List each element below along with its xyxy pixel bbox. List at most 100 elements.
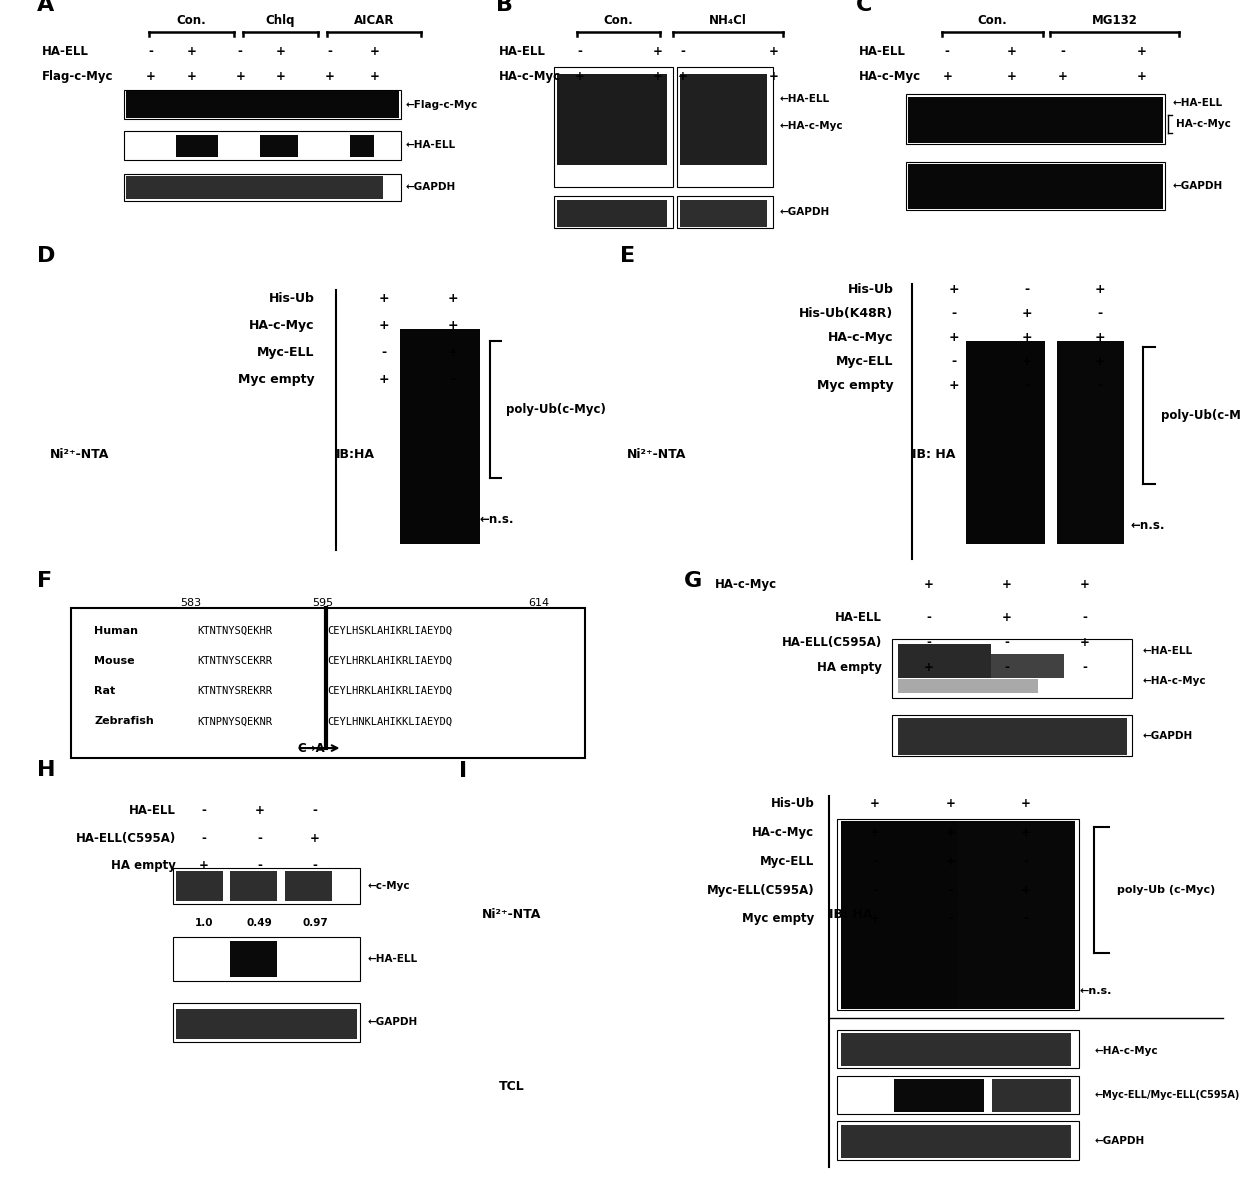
Text: Mouse: Mouse — [94, 656, 135, 666]
Bar — [176, 135, 218, 157]
Text: +: + — [949, 331, 960, 344]
Bar — [893, 715, 1132, 756]
Text: ←HA-c-Myc: ←HA-c-Myc — [1094, 1046, 1158, 1055]
Text: ←GAPDH: ←GAPDH — [1094, 1135, 1145, 1146]
Bar — [221, 177, 260, 200]
Bar — [893, 639, 1132, 698]
Bar — [908, 97, 1163, 143]
Bar — [149, 177, 193, 200]
Text: HA-ELL: HA-ELL — [859, 44, 906, 57]
Text: +: + — [1022, 883, 1030, 896]
Text: ←HA-ELL: ←HA-ELL — [405, 140, 455, 151]
Text: +: + — [448, 319, 459, 332]
Text: -: - — [1024, 854, 1028, 868]
Text: -: - — [1004, 636, 1009, 649]
Text: Ni²⁺-NTA: Ni²⁺-NTA — [50, 448, 109, 460]
Text: +: + — [275, 69, 285, 82]
Text: -: - — [149, 44, 154, 57]
Bar — [126, 91, 399, 118]
Bar — [327, 177, 350, 200]
Text: Myc-ELL: Myc-ELL — [760, 854, 815, 868]
Text: +: + — [186, 69, 196, 82]
Text: +: + — [946, 826, 955, 839]
Bar — [260, 177, 283, 200]
Text: +: + — [946, 854, 955, 868]
Bar — [966, 341, 1045, 544]
Bar — [906, 94, 1164, 145]
Text: -: - — [926, 636, 931, 649]
Text: ←GAPDH: ←GAPDH — [780, 208, 830, 217]
Text: +: + — [946, 797, 955, 810]
Text: HA-c-Myc: HA-c-Myc — [753, 826, 815, 839]
Text: -: - — [681, 44, 686, 57]
Text: -: - — [1024, 912, 1028, 925]
Text: -: - — [873, 854, 877, 868]
Text: poly-Ub(c-Myc): poly-Ub(c-Myc) — [1161, 409, 1240, 422]
Text: IB: HA: IB: HA — [830, 908, 873, 921]
Bar — [992, 1079, 1071, 1111]
Text: IB:HA: IB:HA — [336, 448, 374, 460]
Text: +: + — [924, 661, 934, 674]
Text: ←HA-ELL: ←HA-ELL — [1142, 646, 1193, 656]
Text: HA-c-Myc: HA-c-Myc — [715, 578, 777, 590]
Text: +: + — [448, 293, 459, 305]
Bar — [172, 1003, 360, 1042]
Text: B: B — [496, 0, 513, 14]
Text: 614: 614 — [528, 598, 549, 607]
Bar — [350, 135, 374, 157]
Text: 595: 595 — [311, 598, 334, 607]
Text: ←GAPDH: ←GAPDH — [1142, 731, 1193, 741]
Bar — [124, 90, 401, 120]
Text: +: + — [949, 283, 960, 296]
Text: -: - — [201, 804, 206, 817]
Text: TCL: TCL — [498, 1080, 525, 1093]
Text: +: + — [870, 912, 879, 925]
Text: HA empty: HA empty — [817, 661, 882, 674]
Text: HA-ELL(C595A): HA-ELL(C595A) — [781, 636, 882, 649]
Bar — [677, 67, 774, 188]
Bar — [350, 177, 367, 200]
Text: His-Ub(K48R): His-Ub(K48R) — [799, 307, 893, 320]
Text: C→A: C→A — [298, 742, 325, 754]
Text: +: + — [652, 44, 662, 57]
Text: poly-Ub (c-Myc): poly-Ub (c-Myc) — [1117, 885, 1215, 895]
Text: NH₄Cl: NH₄Cl — [709, 14, 746, 27]
Bar — [124, 130, 401, 160]
Bar — [837, 1030, 1079, 1068]
Bar — [399, 329, 480, 544]
Text: ←GAPDH: ←GAPDH — [405, 183, 456, 192]
Text: ←HA-ELL: ←HA-ELL — [1172, 98, 1223, 109]
Text: poly-Ub(c-Myc): poly-Ub(c-Myc) — [506, 403, 606, 416]
Text: -: - — [450, 373, 455, 386]
Text: +: + — [924, 578, 934, 590]
Text: -: - — [873, 883, 877, 896]
Text: HA empty: HA empty — [112, 859, 176, 872]
Text: +: + — [370, 69, 379, 82]
Text: ←GAPDH: ←GAPDH — [367, 1017, 418, 1028]
Text: Con.: Con. — [176, 14, 206, 27]
Bar — [554, 67, 673, 188]
Text: CEYLHSKLAHIKRLIAEYDQ: CEYLHSKLAHIKRLIAEYDQ — [327, 626, 451, 636]
Text: +: + — [1095, 283, 1105, 296]
Text: CEYLHRKLAHIKRLIAEYDQ: CEYLHRKLAHIKRLIAEYDQ — [327, 686, 451, 697]
Text: Chlq: Chlq — [265, 14, 295, 27]
Text: -: - — [1083, 661, 1087, 674]
Text: 1.0: 1.0 — [195, 918, 213, 927]
Text: -: - — [949, 883, 952, 896]
Text: +: + — [1080, 636, 1090, 649]
Text: +: + — [1022, 307, 1033, 320]
Text: H: H — [37, 760, 56, 780]
Bar — [176, 871, 223, 901]
Text: -: - — [257, 859, 262, 872]
Bar — [1058, 341, 1125, 544]
Text: KTNPNYSQEKNR: KTNPNYSQEKNR — [197, 716, 272, 727]
Text: Zebrafish: Zebrafish — [94, 716, 154, 727]
Text: +: + — [275, 44, 285, 57]
Bar — [898, 680, 1038, 693]
Text: +: + — [678, 69, 688, 82]
Bar — [172, 869, 360, 905]
Bar — [310, 177, 327, 200]
Text: ←HA-c-Myc: ←HA-c-Myc — [780, 121, 843, 131]
Text: ←Flag-c-Myc: ←Flag-c-Myc — [405, 99, 477, 110]
Text: KTNTNYSQEKHR: KTNTNYSQEKHR — [197, 626, 272, 636]
